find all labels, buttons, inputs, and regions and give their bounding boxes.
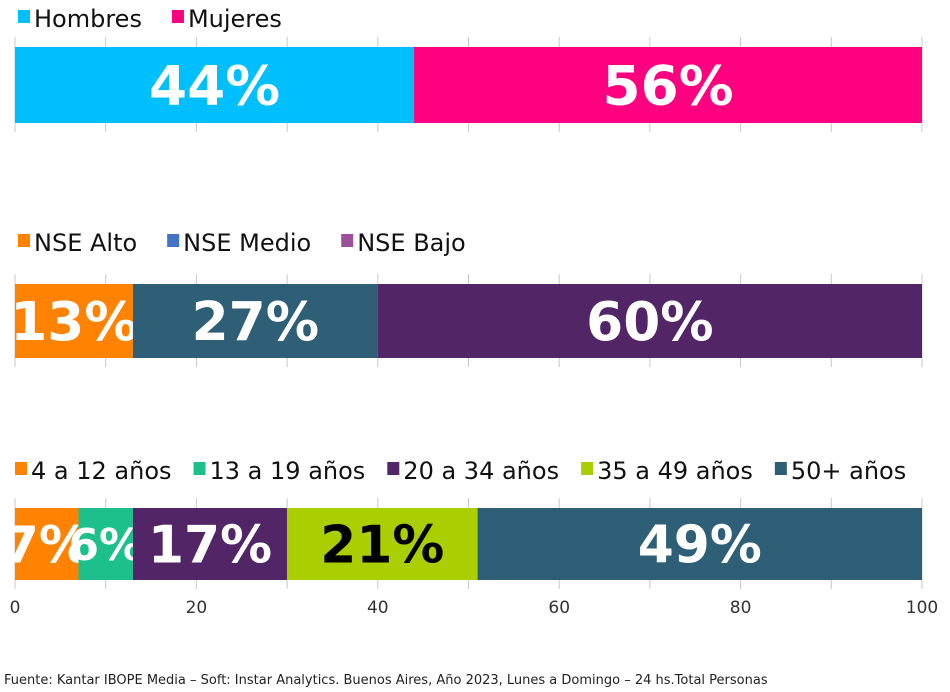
- data-label: 21%: [320, 516, 444, 576]
- bar-segment: [15, 284, 133, 358]
- x-tick-label: 40: [367, 598, 389, 618]
- bar-segment: [377, 284, 922, 358]
- x-tick-label: 0: [10, 598, 21, 618]
- legend-swatch: [15, 462, 27, 475]
- legend-swatch: [774, 462, 787, 475]
- legend-label: 50+ años: [791, 457, 906, 485]
- legend-label: Mujeres: [188, 5, 282, 33]
- x-tick-label: 80: [730, 598, 752, 618]
- legend-swatch: [18, 10, 30, 23]
- legend: 4 a 12 años 13 a 19 años 20 a 34 años 35 a …: [15, 457, 906, 485]
- legend-swatch: [167, 234, 180, 247]
- data-label: 17%: [148, 516, 272, 576]
- data-label: 27%: [192, 291, 320, 353]
- bar-segment: [132, 284, 378, 358]
- data-label: 44%: [149, 54, 280, 118]
- data-label: 13%: [10, 291, 138, 353]
- data-label: 7%: [3, 515, 90, 575]
- legend-swatch: [387, 462, 400, 475]
- data-label: 6%: [68, 520, 143, 571]
- legend-label: NSE Medio: [183, 229, 311, 257]
- legend-label: 35 a 49 años: [597, 457, 753, 485]
- legend-swatch: [581, 462, 594, 475]
- legend-swatch: [171, 10, 184, 23]
- bar-segment: [132, 508, 288, 580]
- chart-1: Hombres Mujeres 44% 56%: [14, 5, 923, 132]
- legend: NSE Alto NSE Medio NSE Bajo: [18, 229, 466, 257]
- x-tick-label: 20: [186, 598, 208, 618]
- legend: Hombres Mujeres: [18, 5, 282, 33]
- chart-3: 4 a 12 años 13 a 19 años 20 a 34 años 35 a …: [3, 457, 938, 618]
- bar-segment: [15, 508, 79, 580]
- legend-label: NSE Bajo: [357, 229, 466, 257]
- legend-label: 20 a 34 años: [403, 457, 559, 485]
- bar-segment: [78, 508, 133, 580]
- legend-swatch: [18, 234, 30, 247]
- data-label: 49%: [638, 516, 762, 576]
- legend-label: 13 a 19 años: [210, 457, 366, 485]
- legend-label: NSE Alto: [34, 229, 137, 257]
- chart-2: NSE Alto NSE Medio NSE Bajo 13% 27% 60%: [10, 229, 923, 367]
- legend-label: Hombres: [34, 5, 142, 33]
- bar-segment: [414, 47, 922, 123]
- x-tick-label: 60: [548, 598, 570, 618]
- legend-swatch: [341, 234, 354, 247]
- x-tick-label: 100: [906, 598, 938, 618]
- legend-label: 4 a 12 años: [31, 457, 172, 485]
- bar-segment: [287, 508, 478, 580]
- data-label: 60%: [586, 291, 714, 353]
- data-label: 56%: [603, 54, 734, 118]
- source-note: Fuente: Kantar IBOPE Media – Soft: Insta…: [4, 673, 768, 688]
- bar-segment: [477, 508, 922, 580]
- bar-segment: [15, 47, 415, 123]
- legend-swatch: [193, 462, 206, 475]
